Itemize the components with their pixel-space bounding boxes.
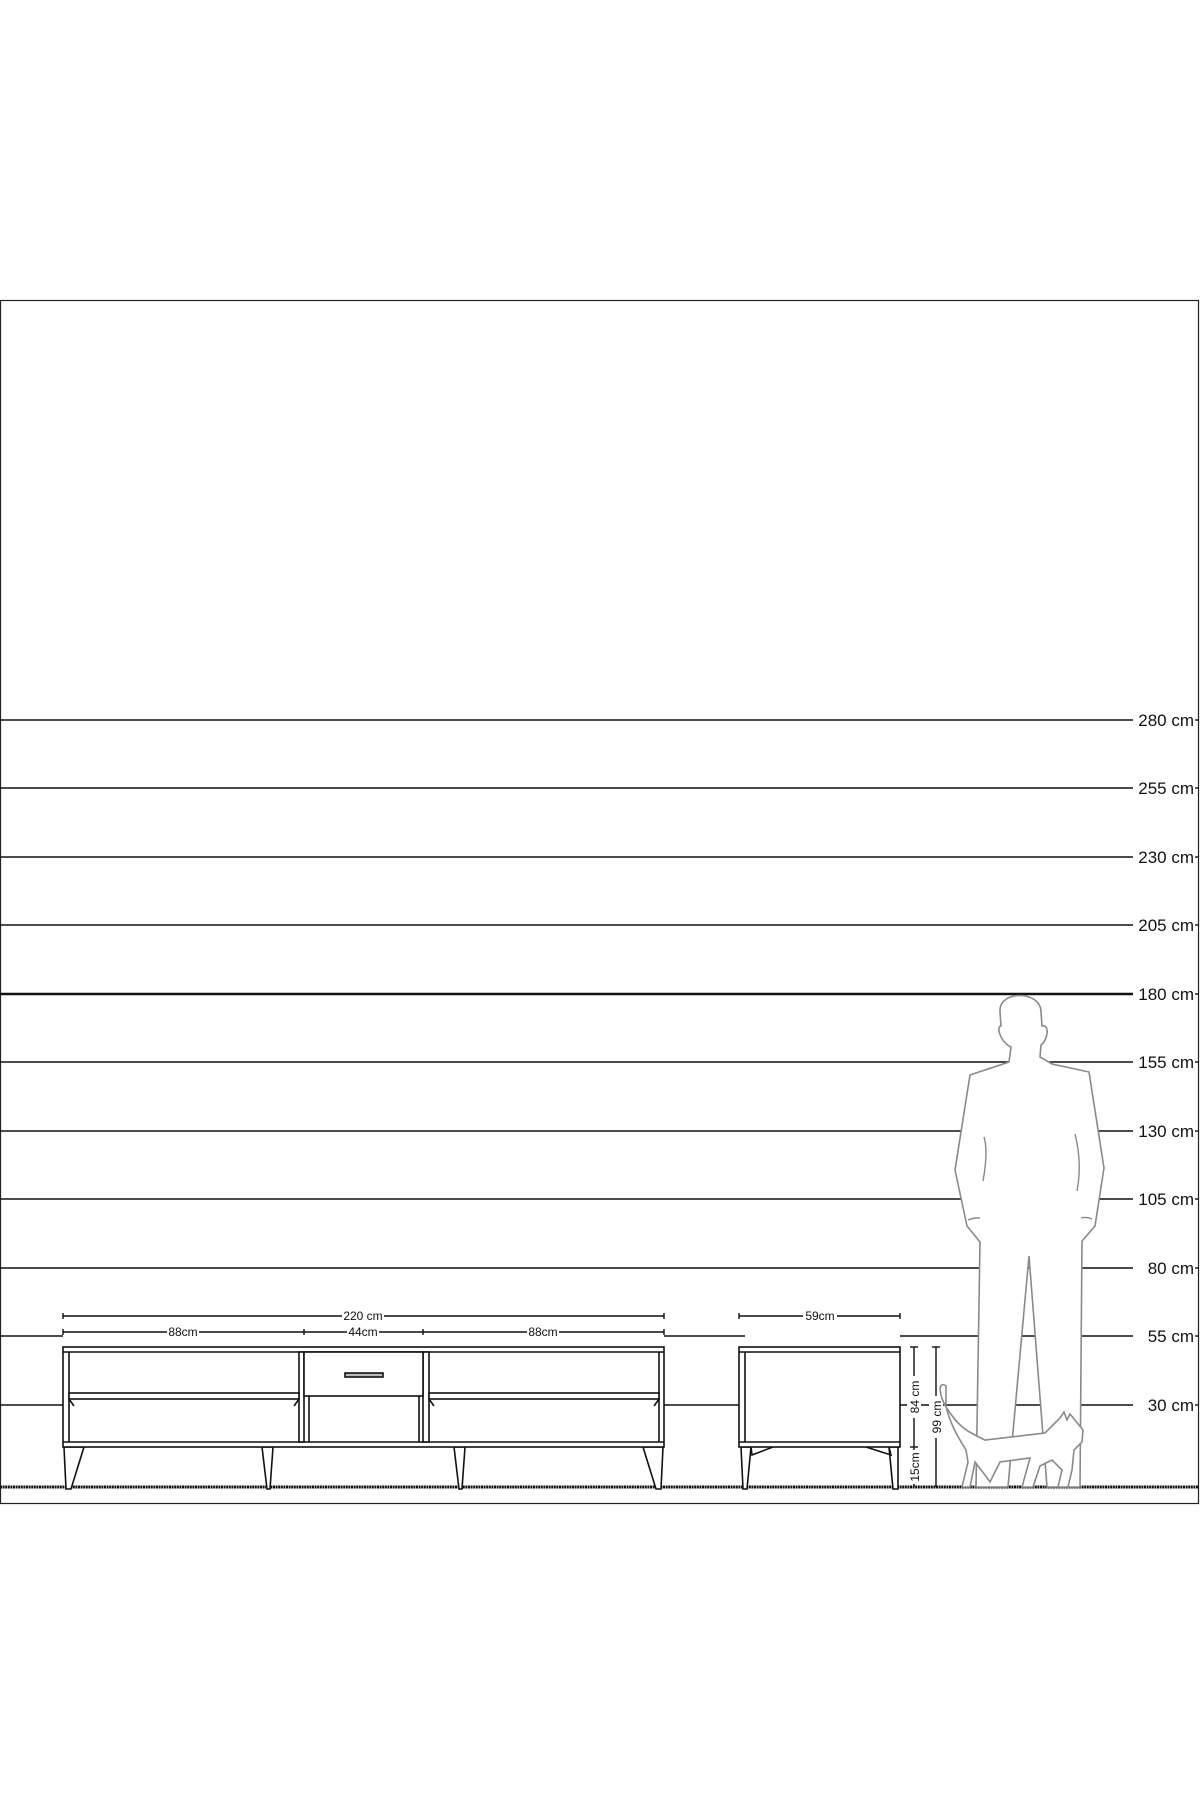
shelf-bracket [428, 1398, 435, 1407]
label-backdrop [803, 1310, 837, 1322]
scale-label: 230 cm [1138, 848, 1194, 867]
human-arm-detail [967, 1133, 1093, 1221]
scale-label: 180 cm [1138, 985, 1194, 1004]
tv-unit [62, 1346, 665, 1490]
scale-label: 155 cm [1138, 1053, 1194, 1072]
tv-middle-width-label: 44cm [348, 1325, 377, 1339]
side-width-label: 59cm [805, 1309, 834, 1323]
tv-divider [422, 1351, 430, 1443]
tv-total-width-label: 220 cm [343, 1309, 382, 1323]
label-backdrop [907, 1376, 921, 1418]
shelf-bracket [653, 1398, 660, 1407]
shelf-bracket [293, 1398, 300, 1407]
cat-silhouette [939, 1383, 1084, 1488]
label-backdrop [167, 1326, 199, 1338]
scale-label: 30 cm [1148, 1396, 1194, 1415]
scale-label: 255 cm [1138, 779, 1194, 798]
height-scale-labels: 280 cm 255 cm 230 cm 205 cm 180 cm 155 cm 130 … [1138, 711, 1199, 1415]
tv-shelf-right [428, 1392, 660, 1400]
side-body [738, 1346, 901, 1448]
label-backdrop [342, 1309, 384, 1322]
scale-label: 205 cm [1138, 916, 1194, 935]
tv-shelf-left [68, 1392, 300, 1400]
side-leg-height-label: 15cm [908, 1452, 922, 1481]
label-backdrop [929, 1396, 943, 1438]
scale-label: 55 cm [1148, 1327, 1194, 1346]
side-body-height-label: 84 cm [908, 1381, 922, 1414]
leg-bracket [750, 1446, 774, 1457]
tv-right-width-label: 88cm [528, 1325, 557, 1339]
label-backdrop [347, 1326, 379, 1338]
shelf-bracket [68, 1398, 75, 1407]
scale-label: 80 cm [1148, 1259, 1194, 1278]
side-unit [738, 1346, 901, 1490]
tv-left-width-label: 88cm [168, 1325, 197, 1339]
label-backdrop [527, 1326, 559, 1338]
scale-label: 130 cm [1138, 1122, 1194, 1141]
scale-label: 280 cm [1138, 711, 1194, 730]
human-silhouette [954, 994, 1105, 1488]
label-backdrop [907, 1450, 921, 1484]
leg-bracket [865, 1446, 893, 1457]
drawer-handle [344, 1372, 384, 1378]
side-total-height-label: 99 cm [930, 1401, 944, 1434]
scale-label: 105 cm [1138, 1190, 1194, 1209]
